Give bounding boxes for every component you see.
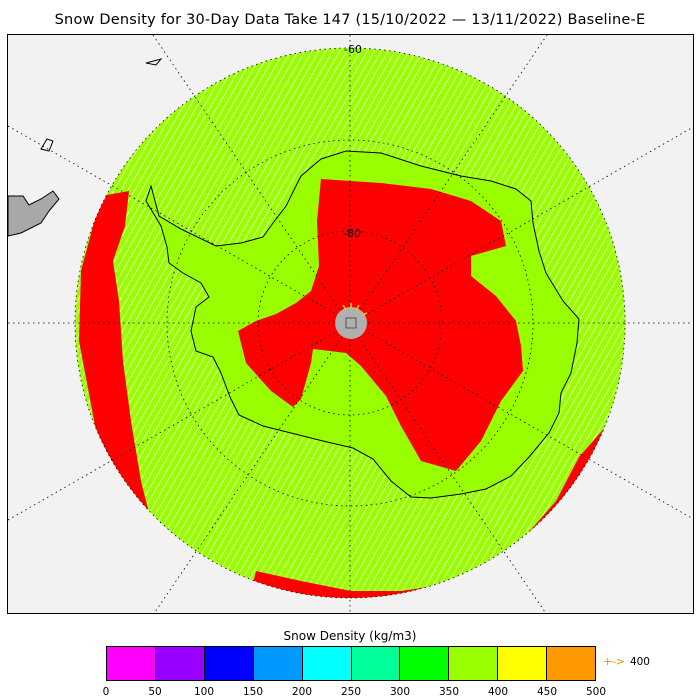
- pole-square: [345, 317, 357, 329]
- colorbar-cell: [204, 647, 254, 680]
- colorbar-cell: [498, 647, 548, 680]
- colorbar: [106, 646, 596, 681]
- map-panel: -60 -80: [7, 34, 694, 614]
- map-title: Snow Density for 30-Day Data Take 147 (1…: [54, 12, 646, 28]
- high-density-interior: [238, 179, 523, 471]
- colorbar-tick-label: 300: [389, 686, 411, 698]
- high-density-west-band: [79, 191, 151, 521]
- high-density-se-band: [481, 425, 611, 581]
- colorbar-cell: [400, 647, 450, 680]
- colorbar-cell: [449, 647, 499, 680]
- colorbar-tick-label: 0: [102, 686, 110, 698]
- colorbar-tick-label: 200: [291, 686, 313, 698]
- overflow-indicator: +–> 400: [603, 655, 650, 668]
- colorbar-tick-label: 50: [148, 686, 162, 698]
- colorbar-tick-label: 250: [340, 686, 362, 698]
- polar-map: -60 -80: [8, 35, 693, 613]
- colorbar-cell: [351, 647, 401, 680]
- colorbar-tick-label: 350: [438, 686, 460, 698]
- colorbar-tick-label: 500: [585, 686, 607, 698]
- colorbar-cell: [302, 647, 352, 680]
- overflow-arrow-icon: +–>: [603, 655, 625, 668]
- pole-hole: [335, 307, 367, 339]
- pole-marker: [342, 303, 368, 316]
- colorbar-tick-label: 450: [536, 686, 558, 698]
- lat-label-80: -80: [343, 227, 361, 240]
- island-small-2: [145, 58, 163, 66]
- colorbar-cell: [107, 647, 156, 680]
- island-small: [40, 138, 54, 152]
- lat-label-60: -60: [344, 43, 362, 56]
- colorbar-cell: [547, 647, 596, 680]
- colorbar-tick-label: 100: [193, 686, 215, 698]
- colorbar-tick-label: 400: [487, 686, 509, 698]
- colorbar-tick-label: 150: [242, 686, 264, 698]
- overflow-value: 400: [629, 655, 650, 668]
- colorbar-cell: [253, 647, 303, 680]
- colorbar-cell: [155, 647, 205, 680]
- south-america-land: [8, 190, 60, 237]
- legend-title: Snow Density (kg/m3): [283, 629, 417, 643]
